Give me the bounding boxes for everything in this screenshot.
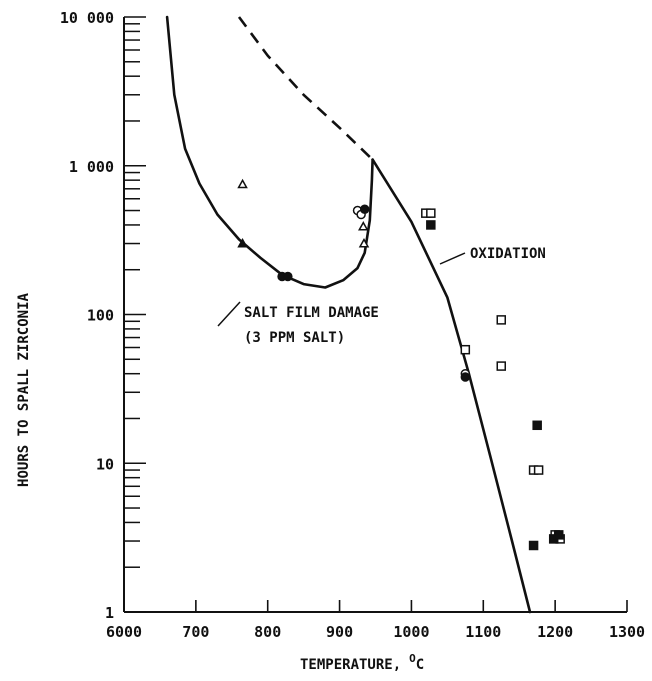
x-axis-title-unit: C (416, 657, 424, 673)
salt-film-damage-curve (165, 15, 374, 289)
y-tick-label: 1 (105, 604, 114, 622)
filled-square-point (426, 220, 436, 230)
x-tick-label: 700 (182, 623, 209, 641)
x-axis-title-main: TEMPERATURE, (300, 657, 401, 673)
filled-triangle-point (237, 237, 248, 248)
oxidation-extrapolated-curve (237, 16, 374, 161)
x-tick-label: 1100 (465, 623, 501, 641)
oxidation-leader (439, 252, 466, 265)
open-triangle-point (358, 221, 369, 231)
y-tick-label: 1 000 (69, 158, 114, 176)
y-tick-label: 10 (96, 455, 114, 473)
filled-circle-point (283, 271, 293, 282)
filled-square-point (528, 540, 539, 551)
x-tick-label: 1000 (393, 623, 429, 641)
open-triangle-point (237, 178, 248, 189)
x-tick-label: 6000 (106, 623, 142, 641)
open-square-point (496, 315, 506, 325)
filled-square-point (532, 420, 542, 431)
y-tick-label: 100 (87, 307, 114, 325)
data-points (237, 178, 565, 551)
oxidation-curve (371, 158, 532, 614)
salt-film-label: SALT FILM DAMAGE (244, 305, 379, 321)
y-tick-label: 10 000 (60, 9, 114, 27)
salt-film-sublabel: (3 PPM SALT) (244, 330, 345, 346)
x-tick-label: 900 (326, 623, 353, 641)
filled-circle-point (460, 372, 471, 382)
filled-circle-point (359, 204, 370, 214)
y-axis-title: HOURS TO SPALL ZIRCONIA (16, 293, 32, 487)
open-triangle-point (358, 237, 370, 248)
x-tick-label: 800 (254, 623, 281, 641)
tick-marks (123, 16, 628, 613)
open-square-point (533, 465, 544, 475)
x-tick-label: 1300 (609, 623, 645, 641)
x-tick-label: 1200 (537, 623, 573, 641)
oxidation-label: OXIDATION (470, 246, 546, 262)
filled-square-point (553, 530, 564, 540)
open-square-point (426, 208, 436, 218)
tick-labels: 6000 700 800 900 1000 1100 1200 1300 1 10 100 1 000… (60, 9, 645, 641)
open-square-point (496, 361, 506, 371)
open-square-point (460, 344, 471, 355)
x-axis-title: TEMPERATURE, OC (300, 652, 424, 673)
salt-film-leader (217, 301, 241, 327)
x-axis-title-degree: O (409, 652, 416, 665)
